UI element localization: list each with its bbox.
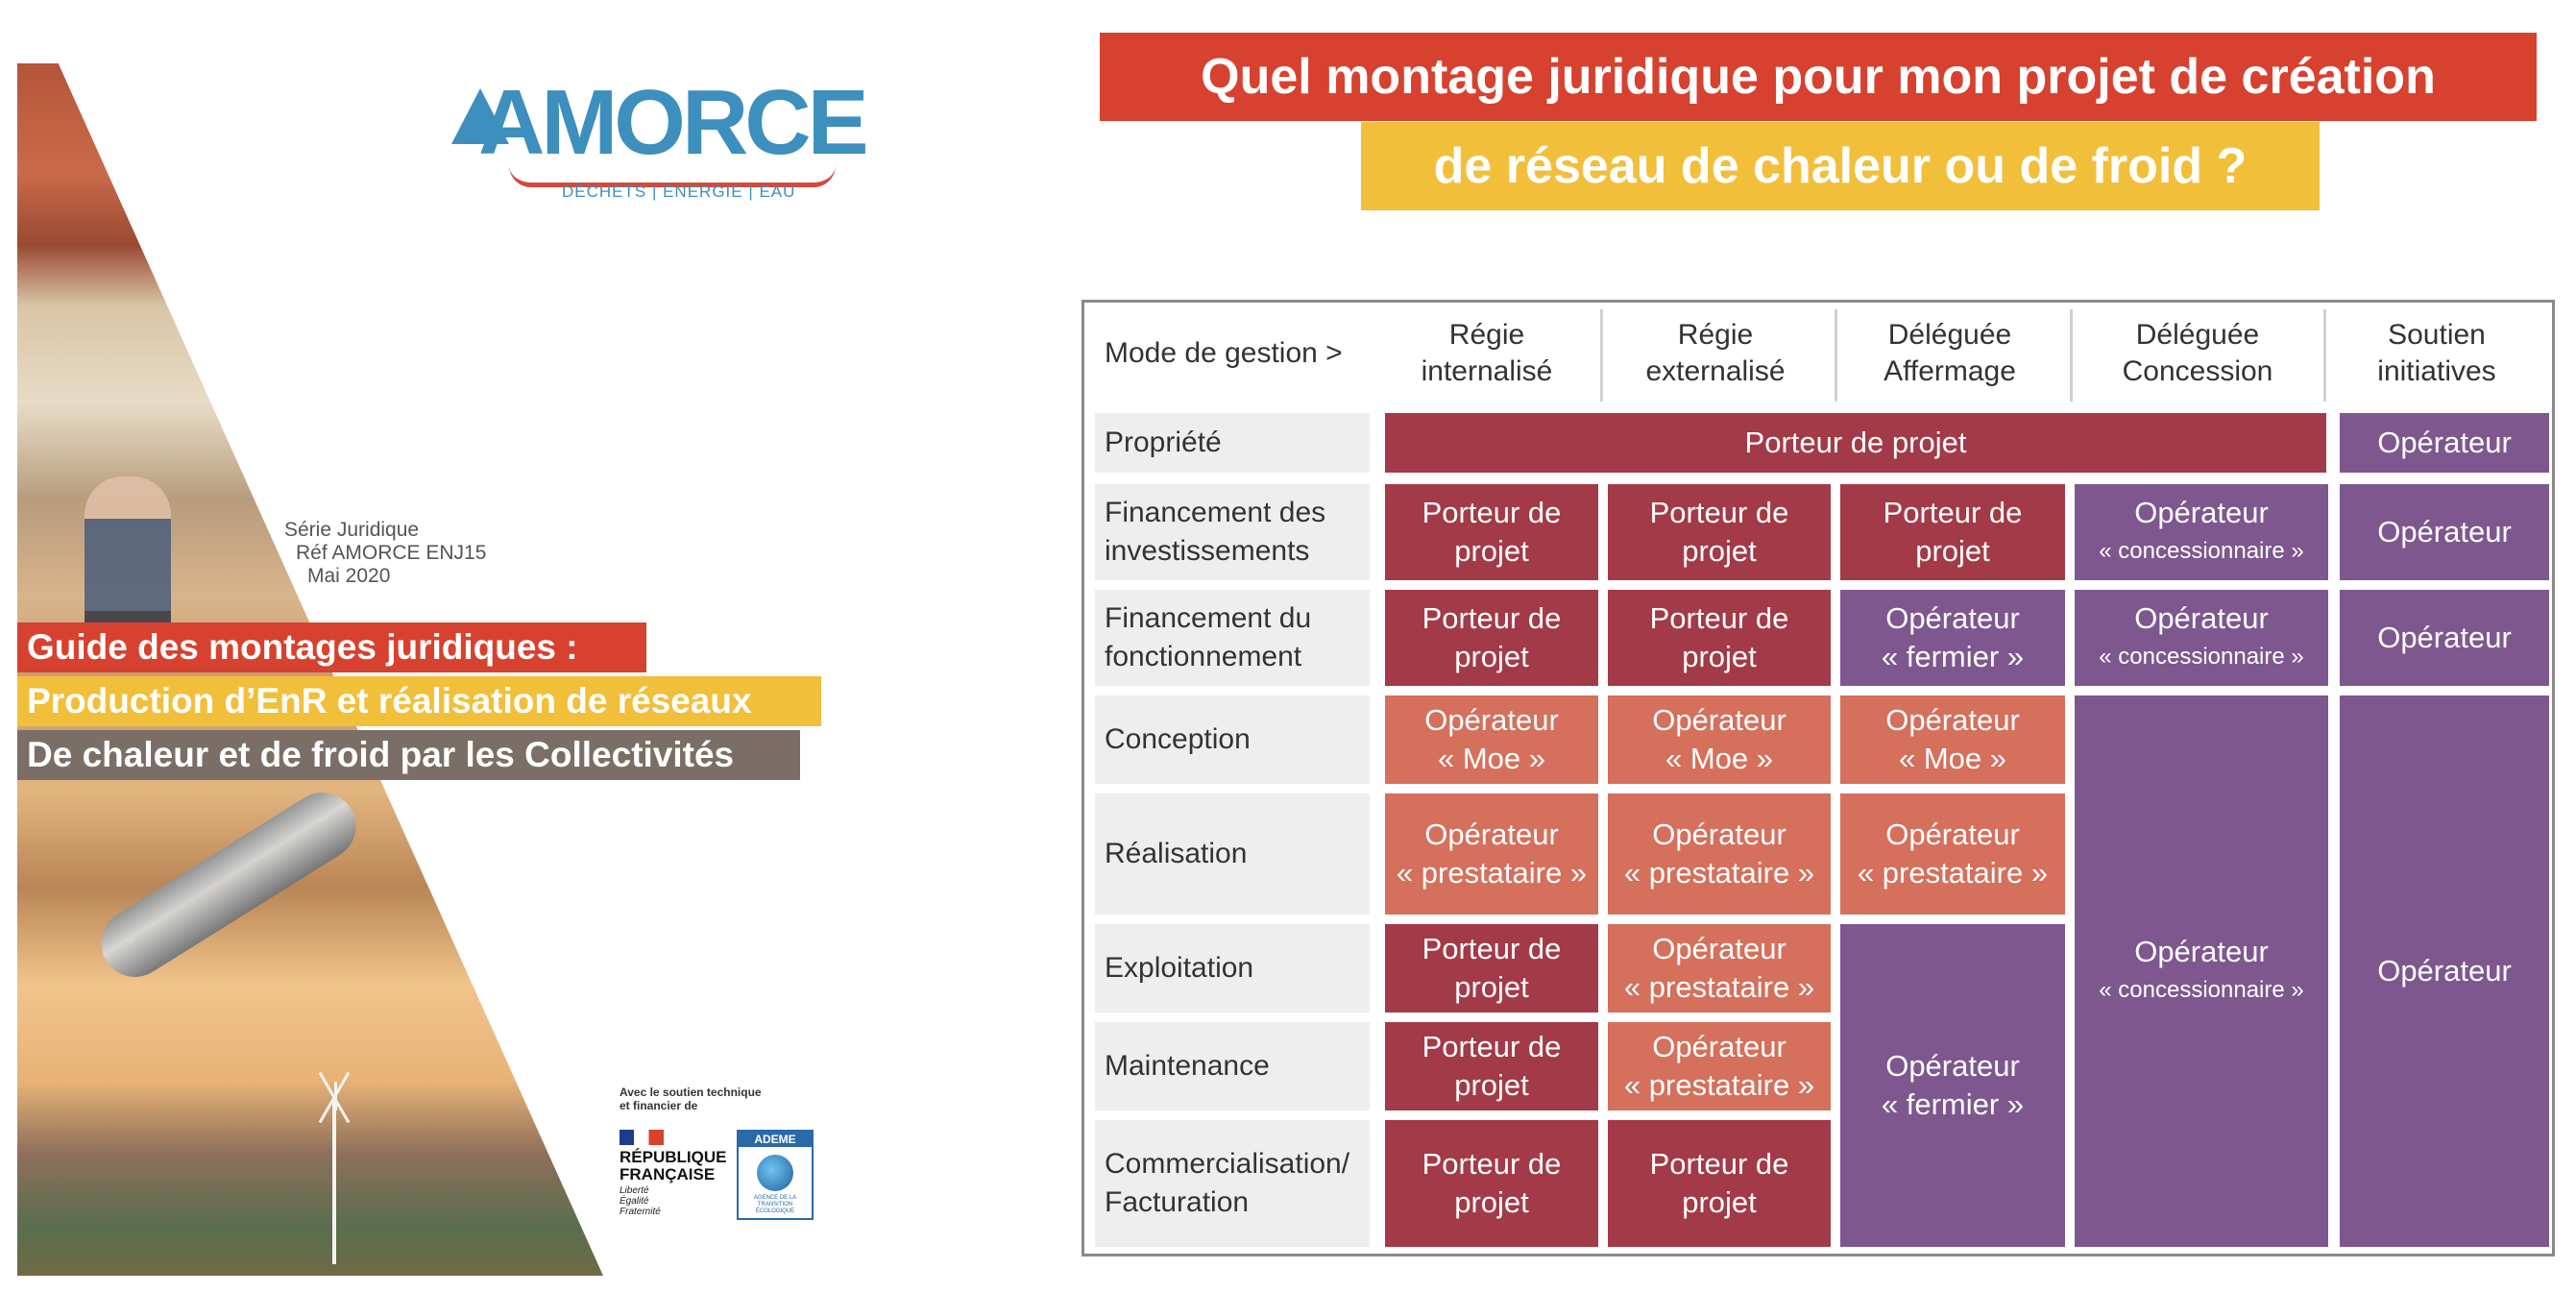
column-header-deleguee-concession: Déléguée Concession <box>2122 319 2273 387</box>
column-header-regie-internalise: Régie internalisé <box>1421 319 1553 387</box>
table-corner-header: Mode de gestion > <box>1105 337 1343 369</box>
row-label-propriete: Propriété <box>1095 413 1370 473</box>
republique-francaise-logo: RÉPUBLIQUE FRANÇAISE Liberté Égalité Fra… <box>620 1130 735 1217</box>
page-title-line-1: Quel montage juridique pour mon projet d… <box>1100 33 2537 121</box>
french-flag-icon <box>620 1130 664 1145</box>
cell-exploitation-regie-int: Porteur de projet <box>1385 924 1598 1012</box>
cell-maintenance-regie-ext: Opérateur « prestataire » <box>1608 1022 1831 1110</box>
cover-title-band-2: Production d’EnR et réalisation de résea… <box>17 676 821 726</box>
amorce-logo: AMORCE DÉCHETS | ÉNERGIE | EAU <box>451 77 869 202</box>
cell-affermage-fermier-block: Opérateur « fermier » <box>1840 924 2065 1247</box>
globe-icon <box>757 1155 793 1191</box>
row-label-maintenance: Maintenance <box>1095 1022 1370 1110</box>
cell-fin-invest-regie-int: Porteur de projet <box>1385 484 1598 580</box>
column-header-deleguee-affermage: Déléguée Affermage <box>1883 319 2016 387</box>
cell-conception-regie-int: Opérateur « Moe » <box>1385 695 1598 784</box>
cell-fin-invest-soutien: Opérateur <box>2340 484 2549 580</box>
page-title-line-2: de réseau de chaleur ou de froid ? <box>1361 122 2320 210</box>
cell-fin-fonct-regie-int: Porteur de projet <box>1385 590 1598 686</box>
amorce-logo-mark <box>451 88 509 144</box>
cell-fin-fonct-affermage: Opérateur « fermier » <box>1840 590 2065 686</box>
row-label-commercialisation-facturation: Commercialisation/Facturation <box>1095 1120 1370 1247</box>
wind-turbine-icon <box>332 1101 336 1264</box>
cell-maintenance-regie-int: Porteur de projet <box>1385 1022 1598 1110</box>
cell-fin-fonct-soutien: Opérateur <box>2340 590 2549 686</box>
ademe-logo: ADEME AGENCE DE LA TRANSITION ÉCOLOGIQUE <box>737 1130 814 1220</box>
cell-propriete-porteur: Porteur de projet <box>1385 413 2326 473</box>
cell-realisation-regie-int: Opérateur « prestataire » <box>1385 793 1598 915</box>
column-header-regie-externalise: Régie externalisé <box>1645 319 1786 387</box>
cell-commercialisation-regie-int: Porteur de projet <box>1385 1120 1598 1247</box>
cell-concession-operateur-block: Opérateur « concessionnaire » <box>2075 695 2328 1247</box>
amorce-logo-text: AMORCE <box>478 71 869 174</box>
cell-conception-affermage: Opérateur « Moe » <box>1840 695 2065 784</box>
cell-fin-invest-regie-ext: Porteur de projet <box>1608 484 1831 580</box>
pipe-illustration <box>88 779 369 990</box>
series-label: Série Juridique <box>284 519 420 541</box>
guide-cover: AMORCE DÉCHETS | ÉNERGIE | EAU Série Jur… <box>0 0 1037 1293</box>
cell-fin-invest-concession: Opérateur « concessionnaire » <box>2075 484 2328 580</box>
cover-reference-block: Série Juridique Réf AMORCE ENJ15 Mai 202… <box>284 519 486 588</box>
cover-title-band-3: De chaleur et de froid par les Collectiv… <box>17 730 800 780</box>
row-label-exploitation: Exploitation <box>1095 924 1370 1012</box>
row-label-realisation: Réalisation <box>1095 793 1370 915</box>
support-partners: Avec le soutien technique et financier d… <box>620 1086 831 1220</box>
cell-conception-regie-ext: Opérateur « Moe » <box>1608 695 1831 784</box>
row-label-financement-investissements: Financement des investissements <box>1095 484 1370 580</box>
reference-label: Réf AMORCE ENJ15 <box>296 542 487 564</box>
legal-structure-table <box>1081 300 2555 1256</box>
row-label-conception: Conception <box>1095 695 1370 784</box>
cell-realisation-regie-ext: Opérateur « prestataire » <box>1608 793 1831 915</box>
cell-fin-invest-affermage: Porteur de projet <box>1840 484 2065 580</box>
date-label: Mai 2020 <box>307 565 391 587</box>
cell-exploitation-regie-ext: Opérateur « prestataire » <box>1608 924 1831 1012</box>
cell-commercialisation-regie-ext: Porteur de projet <box>1608 1120 1831 1247</box>
cell-fin-fonct-concession: Opérateur « concessionnaire » <box>2075 590 2328 686</box>
cell-fin-fonct-regie-ext: Porteur de projet <box>1608 590 1831 686</box>
column-header-soutien-initiatives: Soutien initiatives <box>2377 319 2496 387</box>
cell-realisation-affermage: Opérateur « prestataire » <box>1840 793 2065 915</box>
row-label-financement-fonctionnement: Financement du fonctionnement <box>1095 590 1370 686</box>
amorce-logo-tagline: DÉCHETS | ÉNERGIE | EAU <box>562 183 796 201</box>
cell-propriete-soutien: Opérateur <box>2340 413 2549 473</box>
cell-soutien-operateur-block: Opérateur <box>2340 695 2549 1247</box>
support-text: Avec le soutien technique et financier d… <box>620 1086 762 1112</box>
cover-title-band-1: Guide des montages juridiques : <box>17 622 646 672</box>
